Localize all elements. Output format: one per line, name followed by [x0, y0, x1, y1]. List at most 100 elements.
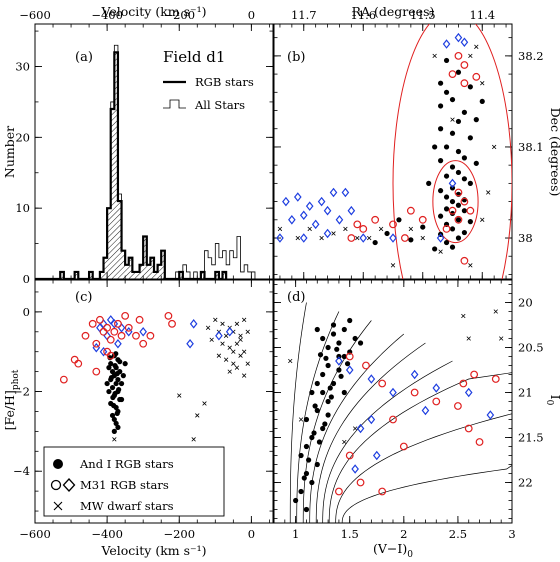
- andI-rgb-star: [455, 69, 462, 75]
- andI-rgb-star: [106, 388, 112, 395]
- panel-b-top-tick-label: 11.6: [350, 8, 376, 22]
- m31-rgb-star-circle: [460, 61, 469, 69]
- andI-rgb-star: [104, 380, 110, 387]
- m31-rgb-star-circle: [168, 319, 176, 328]
- isochrone-line: [328, 372, 512, 523]
- andI-rgb-star: [334, 346, 340, 352]
- andI-rgb-star: [461, 208, 467, 214]
- panel-d-right-tick-label: 20: [518, 296, 533, 310]
- isochrone-line: [289, 302, 307, 523]
- panel-b-top-tick-label: 11.5: [410, 8, 436, 22]
- andI-rgb-star: [322, 421, 328, 427]
- andI-rgb-star: [327, 385, 333, 391]
- andI-rgb-star: [455, 118, 462, 125]
- m31-rgb-star-circle: [59, 375, 68, 384]
- andI-rgb-star: [306, 457, 312, 463]
- panel-c-label: (c): [75, 290, 92, 305]
- mw-dwarf-star: [352, 426, 358, 431]
- mw-dwarf-star: [245, 329, 250, 334]
- m31-rgb-star-diamond: [486, 410, 495, 420]
- andI-rgb-star: [303, 470, 310, 477]
- mw-dwarf-star: [420, 235, 425, 241]
- mw-dwarf-star: [202, 401, 207, 406]
- andI-rgb-star: [320, 389, 326, 396]
- m31-rgb-star-diamond: [341, 187, 350, 198]
- m31-rgb-star-circle: [454, 188, 463, 197]
- andI-rgb-star: [455, 217, 462, 223]
- andI-rgb-star: [449, 130, 456, 136]
- mw-dwarf-star: [277, 226, 283, 232]
- isochrone-line: [296, 311, 340, 523]
- andI-rgb-star: [341, 353, 347, 360]
- m31-rgb-star-diamond: [351, 464, 359, 474]
- tidal-radius-ellipse: [392, 24, 512, 279]
- legend-open-circle-icon: [50, 479, 62, 491]
- andI-rgb-star: [303, 506, 310, 513]
- panel-d-label: (d): [287, 290, 305, 305]
- m31-rgb-star-diamond: [448, 178, 457, 189]
- panel-b-top-tick-label: 11.7: [291, 8, 317, 22]
- andI-rgb-star: [111, 428, 117, 434]
- mw-dwarf-star: [231, 361, 236, 366]
- andI-rgb-star: [314, 461, 320, 468]
- field-title: Field d1: [163, 48, 225, 66]
- andI-rgb-star: [303, 416, 310, 423]
- m31-rgb-star-circle: [399, 442, 408, 451]
- andI-rgb-star: [311, 430, 317, 436]
- m31-rgb-star-circle: [164, 311, 173, 320]
- m31-rgb-star-circle: [475, 438, 484, 446]
- andI-rgb-star: [347, 317, 353, 324]
- andI-rgb-star: [449, 244, 456, 250]
- panel-a-left-tick-label: 0: [23, 272, 30, 286]
- andI-rgb-star: [330, 322, 337, 328]
- feh-axis-title: [Fe/H]phot: [2, 369, 21, 430]
- andI-rgb-star: [298, 488, 304, 495]
- andI-rgb-star: [320, 425, 326, 432]
- legend-c-box: [43, 446, 225, 517]
- m31-rgb-star-circle: [470, 370, 479, 379]
- legend-open-diamond-icon: [62, 478, 76, 492]
- dec-axis-title: Dec (degrees): [548, 108, 560, 197]
- m31-rgb-star-diamond: [442, 39, 451, 49]
- m31-rgb-star-diamond: [99, 346, 108, 357]
- m31-rgb-star-diamond: [421, 405, 430, 416]
- m31-rgb-star-diamond: [92, 342, 101, 353]
- m31-rgb-star-circle: [117, 331, 126, 340]
- andI-rgb-star: [461, 176, 467, 182]
- andI-rgb-star: [325, 344, 331, 351]
- feh-axis-title-sub: phot: [11, 369, 21, 390]
- m31-rgb-star-diamond: [114, 338, 122, 349]
- andI-rgb-star: [312, 403, 318, 409]
- m31-rgb-star-circle: [96, 315, 104, 324]
- andI-rgb-star: [309, 479, 315, 486]
- mw-dwarf-star: [238, 333, 243, 338]
- panel-d-right-tick-label: 20.5: [518, 341, 544, 355]
- panel-a-left-tick-label: 20: [15, 130, 30, 144]
- andI-rgb-star: [443, 89, 450, 95]
- panel-a-left-tick-label: 10: [15, 201, 30, 215]
- m31-rgb-star-diamond: [432, 383, 441, 393]
- mw-dwarf-star: [498, 336, 504, 341]
- mw-dwarf-star: [238, 353, 243, 358]
- panel-b-top-tick-label: 11.4: [469, 8, 495, 22]
- legend-filled-circle-icon: [53, 459, 63, 469]
- m31-rgb-star-diamond: [276, 233, 284, 243]
- andI-rgb-star: [432, 144, 438, 150]
- m31-rgb-star-diamond: [329, 187, 338, 198]
- m31-rgb-star-circle: [371, 215, 380, 224]
- andI-rgb-star: [330, 380, 337, 387]
- histogram-rgb-stars: [59, 51, 228, 279]
- feh-axis-title-main: [Fe/H]: [2, 390, 17, 430]
- mw-dwarf-star: [241, 317, 247, 323]
- andI-rgb-star: [438, 188, 444, 194]
- andI-rgb-star: [336, 340, 342, 346]
- m31-rgb-star-diamond: [317, 196, 326, 207]
- m31-rgb-star-circle: [345, 451, 354, 460]
- andI-rgb-star: [116, 386, 122, 393]
- number-axis-title: Number: [2, 126, 17, 178]
- andI-rgb-star: [357, 340, 364, 346]
- m31-rgb-star-circle: [454, 215, 463, 224]
- m31-rgb-star-diamond: [323, 205, 332, 216]
- m31-rgb-star-diamond: [124, 327, 133, 337]
- panel-c-left-tick-label: −4: [13, 464, 30, 478]
